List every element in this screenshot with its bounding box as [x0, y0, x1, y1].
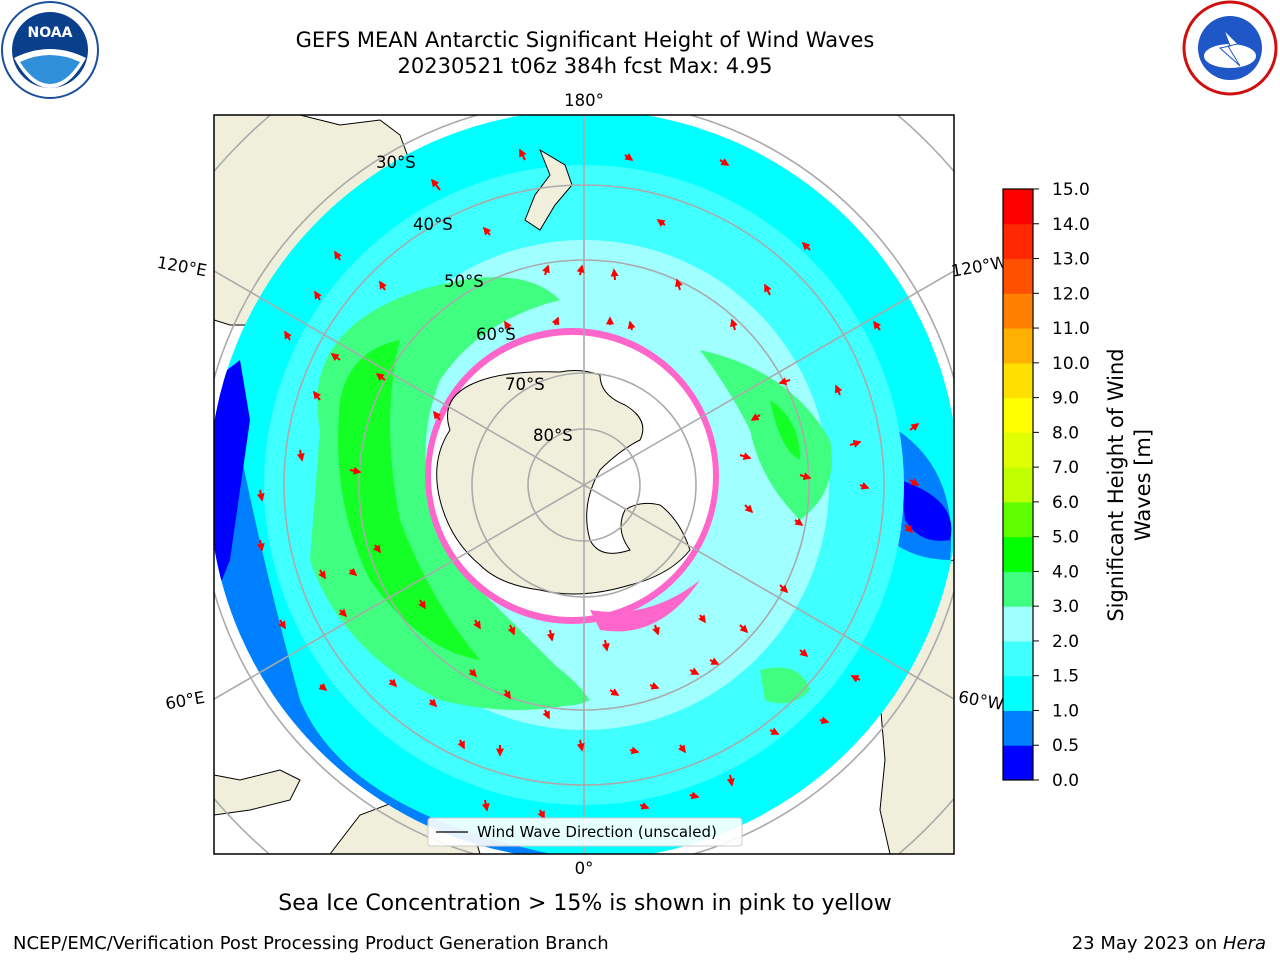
colorbar-tick-label: 12.0 [1052, 284, 1090, 304]
lat-label-60s: 60°S [476, 325, 516, 344]
lon-label-0: 0° [575, 859, 594, 878]
lat-label-40s: 40°S [413, 215, 453, 234]
colorbar-tick-label: 1.5 [1052, 667, 1079, 687]
footer-right: 23 May 2023 on Hera [1072, 933, 1266, 954]
map-frame [213, 114, 955, 855]
colorbar-segment [1003, 362, 1033, 399]
colorbar-segment [1003, 501, 1033, 538]
legend-label: Wind Wave Direction (unscaled) [477, 823, 717, 841]
colorbar-tick-label: 8.0 [1052, 423, 1079, 443]
colorbar-tick-label: 14.0 [1052, 215, 1090, 235]
colorbar-segment [1003, 606, 1033, 642]
lat-label-30s: 30°S [376, 153, 416, 172]
sea-ice-caption: Sea Ice Concentration > 15% is shown in … [278, 891, 892, 916]
colorbar-segment [1003, 710, 1033, 746]
footer-date: 23 May 2023 on [1071, 933, 1223, 954]
colorbar-tick-label: 3.0 [1052, 597, 1079, 617]
colorbar-tick-label: 15.0 [1052, 180, 1090, 200]
colorbar-segment [1003, 536, 1033, 572]
graticule [214, 115, 954, 854]
colorbar-segment [1003, 328, 1033, 364]
lon-label-120e: 120°E [156, 253, 209, 280]
colorbar-segment [1003, 467, 1033, 503]
colorbar-tick-label: 5.0 [1052, 528, 1079, 548]
new-zealand [524, 148, 573, 231]
colorbar-segment [1003, 571, 1033, 607]
lat-label-50s: 50°S [444, 272, 484, 291]
colorbar-segment [1003, 675, 1033, 711]
lat-label-80s: 80°S [533, 426, 573, 445]
lon-label-60w: 60°W [957, 687, 1005, 714]
colorbar-tick-label: 10.0 [1052, 354, 1090, 374]
lon-label-120w: 120°W [950, 252, 1009, 280]
footer-host: Hera [1222, 933, 1266, 954]
colorbar-segment [1003, 189, 1033, 225]
colorbar-tick-label: 1.0 [1052, 701, 1079, 721]
colorbar-tick-label: 4.0 [1052, 562, 1079, 582]
colorbar-segment [1003, 397, 1033, 433]
colorbar-segment [1003, 432, 1033, 468]
antarctica [436, 370, 691, 595]
colorbar-segment [1003, 258, 1033, 294]
colorbar-tick-label: 6.0 [1052, 493, 1079, 513]
colorbar-tick-label: 2.0 [1052, 632, 1079, 652]
colorbar-segment [1003, 223, 1033, 260]
colorbar-tick-label: 0.0 [1052, 771, 1079, 791]
nws-logo [1182, 0, 1278, 96]
colorbar-segment [1003, 745, 1033, 781]
colorbar-tick-label: 7.0 [1052, 458, 1079, 478]
map-legend: Wind Wave Direction (unscaled) [427, 817, 743, 847]
colorbar-label-line1: Significant Height of Wind [1104, 348, 1128, 621]
chart-title-line1: GEFS MEAN Antarctic Significant Height o… [295, 28, 875, 52]
colorbar-segment [1003, 640, 1033, 677]
colorbar-tick-label: 13.0 [1052, 250, 1090, 270]
noaa-logo: NOAA [1, 1, 99, 99]
chart-title-line2: 20230521 t06z 384h fcst Max: 4.95 [397, 54, 773, 78]
lon-label-180: 180° [564, 91, 604, 110]
colorbar-label-line2: Waves [m] [1131, 429, 1155, 541]
latitude-labels: 30°S 40°S 50°S 60°S 70°S 80°S [376, 153, 573, 445]
colorbar-tick-label: 0.5 [1052, 736, 1079, 756]
colorbar: 0.0 0.5 1.0 1.5 2.0 3.0 4.0 5.0 6.0 7.0 8.0 9.0 10.0… [1002, 180, 1090, 791]
svg-text:NOAA: NOAA [28, 25, 73, 41]
colorbar-tick-label: 11.0 [1052, 319, 1090, 339]
wave-direction-arrows [256, 148, 920, 820]
colorbar-segment [1003, 293, 1033, 329]
colorbar-frame [1002, 188, 1034, 781]
lon-label-60e: 60°E [164, 688, 206, 714]
colorbar-tick-label: 9.0 [1052, 389, 1079, 409]
lat-label-70s: 70°S [505, 375, 545, 394]
footer-left: NCEP/EMC/Verification Post Processing Pr… [13, 933, 609, 954]
map-area [214, 115, 954, 854]
